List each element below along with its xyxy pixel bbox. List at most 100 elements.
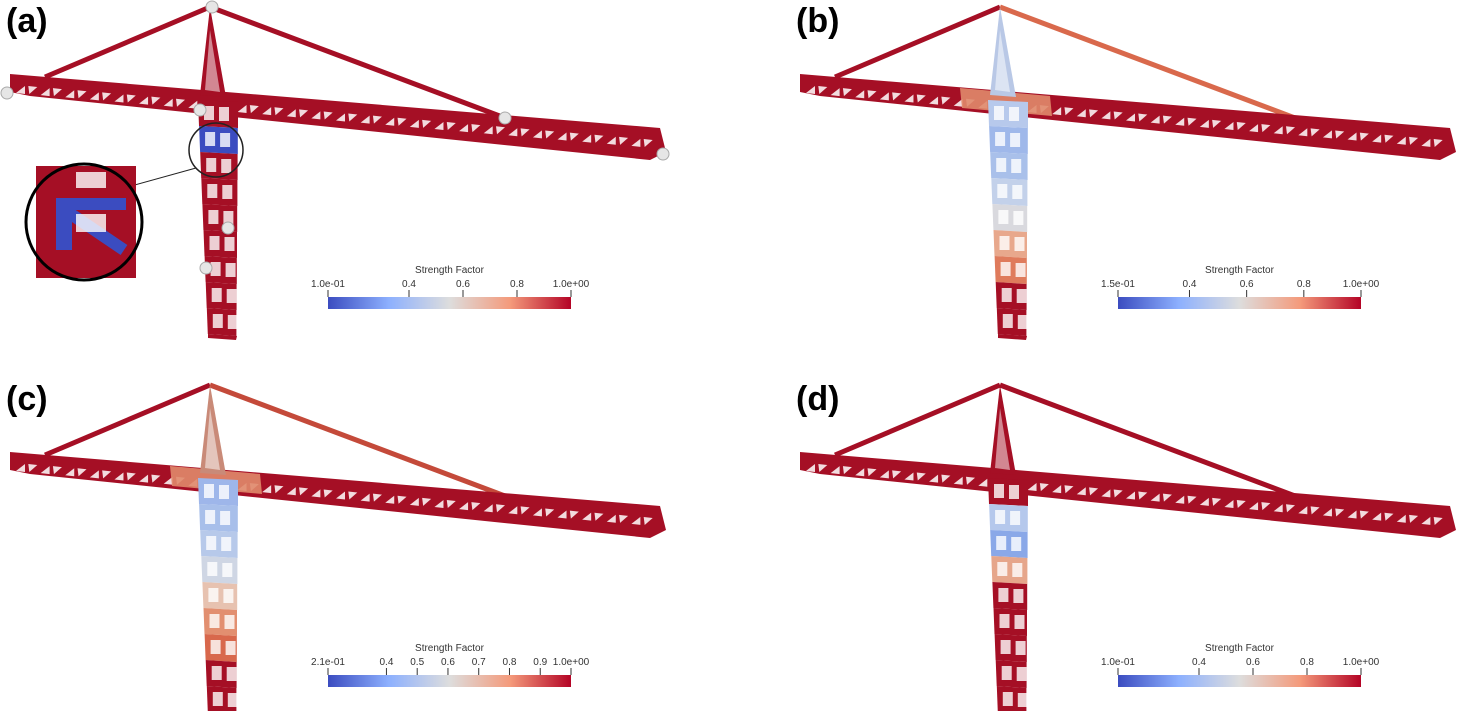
colorbar-tick-label: 0.4 [402, 279, 416, 290]
mast-hole [1016, 289, 1027, 303]
jib-hole [953, 476, 963, 485]
mast-segment [199, 504, 238, 532]
jib-hole [89, 92, 99, 101]
mast-hole [1014, 237, 1025, 251]
jib-hole [1162, 115, 1172, 124]
mast-hole [210, 262, 221, 276]
jib-hole [557, 132, 567, 141]
mast-hole [220, 133, 231, 147]
jib-hole [966, 476, 975, 485]
jib-hole [929, 96, 939, 105]
jib-hole [953, 98, 963, 107]
jib-hole [941, 474, 951, 483]
jib-hole [842, 88, 852, 97]
jib-hole [520, 128, 530, 137]
jib-hole [249, 105, 259, 114]
colorbar-tick-label: 1.0e+00 [553, 657, 590, 668]
colorbar-tick-label: 1.0e+00 [1343, 657, 1380, 668]
jib-hole [830, 88, 840, 97]
jib-hole [892, 470, 902, 479]
colorbar-tick-label: 2.1e-01 [311, 657, 345, 668]
colorbar-tick-label: 1.0e+00 [553, 279, 590, 290]
jib-hole [1286, 504, 1295, 513]
mast-hole [208, 588, 219, 602]
jib-hole [545, 130, 555, 139]
mast-hole [211, 666, 222, 680]
mast-segment [989, 504, 1028, 532]
mast-hole [226, 289, 237, 303]
jib-hole [508, 128, 518, 137]
mast-top-hole [995, 408, 1010, 470]
jib-hole [842, 466, 852, 475]
mast-hole [1012, 563, 1023, 577]
jib-hole [1039, 483, 1049, 492]
jib-hole [496, 126, 505, 135]
jib-hole [1384, 512, 1394, 521]
jib-hole [28, 464, 38, 473]
jib-hole [1212, 119, 1222, 128]
jib-hole [1150, 493, 1160, 502]
jib-hole [471, 124, 481, 133]
mast-hole [225, 641, 236, 655]
jib-hole [102, 470, 112, 479]
jib-hole [1396, 514, 1406, 523]
mast-hole [206, 536, 217, 550]
jib-hole [348, 113, 358, 122]
jib-hole [262, 485, 272, 494]
mast-hole [994, 106, 1004, 120]
jib-hole [77, 468, 87, 477]
mast-hole [1013, 211, 1024, 225]
mast-hole [205, 132, 216, 146]
jib-hole [1064, 107, 1074, 116]
jib-hole [422, 119, 432, 128]
jib-hole [1076, 109, 1086, 118]
jib-hole [40, 88, 50, 97]
jib-hole [102, 92, 112, 101]
jib-hole [126, 472, 136, 481]
jib-hole [879, 92, 889, 101]
jib-hole [892, 92, 902, 101]
jib-hole [1126, 113, 1135, 122]
jib [800, 452, 1456, 538]
mast-hole [221, 159, 232, 173]
jib-hole [855, 468, 865, 477]
jib-hole [1310, 128, 1320, 137]
jib-hole [1089, 487, 1099, 496]
jib-hole [1372, 512, 1382, 521]
colorbar [328, 297, 571, 309]
jib-hole [1089, 109, 1099, 118]
colorbar-title: Strength Factor [415, 265, 485, 276]
jib-hole [237, 105, 247, 114]
jib-hole [446, 500, 456, 509]
jib-hole [569, 132, 579, 141]
colorbar-tick-label: 0.6 [441, 657, 455, 668]
jib-hole [163, 476, 173, 485]
jib-hole [1076, 487, 1086, 496]
jib-hole [867, 468, 877, 477]
mast-hole [999, 614, 1010, 628]
jib-hole [1138, 491, 1148, 500]
mast-hole [997, 562, 1008, 576]
jib-hole [1372, 134, 1382, 143]
jib-hole [1175, 495, 1185, 504]
tie [999, 4, 1296, 121]
colorbar-tick-label: 0.5 [410, 657, 424, 668]
jib-hole [978, 478, 988, 487]
mast-hole [207, 184, 218, 198]
colorbar-tick-label: 0.4 [379, 657, 393, 668]
jib-hole [496, 504, 505, 513]
mast-hole [1017, 315, 1028, 329]
jib-hole [114, 94, 124, 103]
jib-hole [1433, 516, 1443, 525]
jib-hole [643, 138, 653, 147]
jib-hole [1199, 497, 1209, 506]
jib-hole [532, 508, 542, 517]
colorbar-tick-label: 0.8 [510, 279, 524, 290]
jib-hole [89, 470, 99, 479]
mast-hole [204, 484, 214, 498]
mast-hole [211, 288, 222, 302]
jib-hole [1409, 514, 1419, 523]
jib-hole [569, 510, 579, 519]
jib-hole [434, 499, 444, 508]
